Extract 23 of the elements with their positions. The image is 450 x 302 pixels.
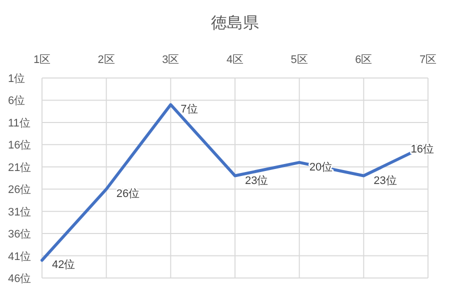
y-tick-label: 6位 <box>8 95 26 108</box>
x-tick-label: 3区 <box>162 54 180 66</box>
y-tick-label: 26位 <box>8 184 32 196</box>
x-tick-label: 5区 <box>290 54 308 66</box>
y-tick-label: 11位 <box>8 117 30 130</box>
y-tick-label: 1位 <box>8 73 26 85</box>
x-tick-label: 1区 <box>33 54 51 66</box>
y-tick-label: 21位 <box>8 162 32 174</box>
chart-title: 徳島県 <box>211 14 259 32</box>
x-tick-label: 2区 <box>98 54 115 66</box>
y-tick-label: 41位 <box>8 250 32 263</box>
y-tick-label: 31位 <box>8 206 32 218</box>
data-label: 26位 <box>116 188 140 200</box>
y-tick-label: 36位 <box>8 228 32 241</box>
y-tick-label: 46位 <box>8 273 32 285</box>
x-tick-label: 4区 <box>226 54 244 66</box>
x-tick-label: 6区 <box>355 54 372 66</box>
data-label: 7位 <box>180 104 198 116</box>
data-label: 42位 <box>52 259 76 272</box>
x-tick-label: 7区 <box>419 54 437 66</box>
data-label: 23位 <box>245 174 268 187</box>
y-tick-label: 16位 <box>8 140 32 152</box>
data-label: 23位 <box>374 174 397 187</box>
